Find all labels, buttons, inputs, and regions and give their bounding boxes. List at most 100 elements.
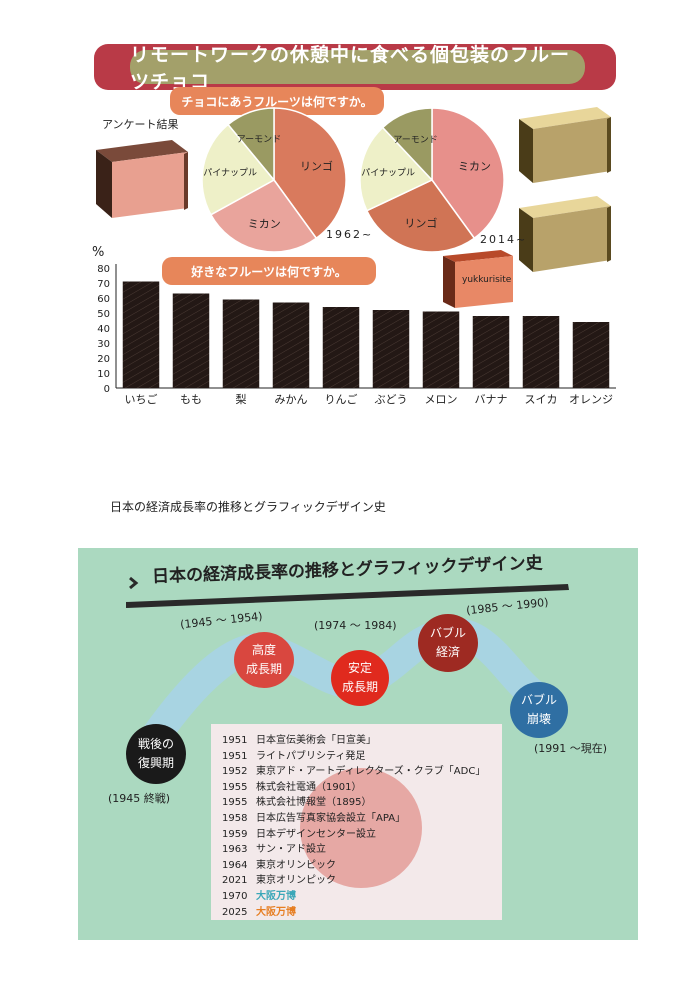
- timeline-row: 1958 日本広告写真家協会設立「APA」: [222, 809, 405, 824]
- timeline-year: 1964: [222, 859, 248, 871]
- era-circle-bubble: バブル 経済: [418, 614, 478, 672]
- x-tick-label: スイカ: [525, 393, 558, 406]
- timeline-row: 1952 東京アド・アートディレクターズ・クラブ「ADC」: [222, 762, 485, 777]
- timeline-year: 1951: [222, 735, 248, 746]
- bar: [322, 307, 360, 388]
- timeline-year: 1952: [222, 766, 248, 778]
- bar: [522, 316, 560, 388]
- bar: [222, 299, 260, 388]
- era-circle-bubble-collapse: バブル 崩壊: [510, 682, 568, 738]
- timeline-row: 1963 サン・アド設立: [222, 840, 326, 855]
- timeline-year: 1963: [222, 844, 248, 856]
- era-period-postwar: (1945 終戦): [108, 792, 171, 805]
- timeline-event: 日本デザインセンター設立: [256, 828, 376, 840]
- bar-chart: % 0 10 20 30 40 50 60 70 80 いちご もも 梨 みかん りんご ぶどう メロン バナナ ス…: [92, 245, 616, 406]
- x-tick-label: もも: [180, 393, 202, 406]
- timeline-row: 1951 日本宣伝美術会「日宣美」: [222, 731, 376, 746]
- pie-1962-slice-label-1: ミカン: [248, 218, 281, 231]
- era-circle-stable-growth: 安定 成長期: [331, 650, 389, 706]
- timeline-row: 2025 大阪万博: [222, 903, 296, 918]
- chocolate-box-pink: [96, 140, 188, 218]
- pie-1962-slice-1: [209, 179, 318, 253]
- timeline-year: 2025: [222, 906, 248, 918]
- bar: [572, 322, 610, 388]
- timeline-row: 1970 大阪万博: [222, 887, 296, 902]
- bar: [472, 316, 510, 388]
- era-circle-high-growth: 高度 成長期: [234, 632, 294, 688]
- timeline-event: 株式会社博報堂（1895）: [256, 797, 372, 809]
- timeline-year: 2021: [222, 875, 248, 887]
- timeline-row: 1959 日本デザインセンター設立: [222, 825, 376, 840]
- pie-2014-slice-label-0: ミカン: [458, 160, 491, 173]
- chocolate-box-olive-1: [519, 107, 611, 183]
- chocolate-box-salmon: [443, 250, 513, 308]
- y-tick-label: 30: [97, 339, 110, 350]
- pie-1962-slice-0: [273, 107, 347, 240]
- timeline-year: 1959: [222, 828, 248, 840]
- pie-1962-slice-label-3: アーモンド: [237, 135, 281, 145]
- timeline-event: 日本宣伝美術会「日宣美」: [256, 735, 376, 746]
- pie-2014-slice-1: [365, 179, 476, 253]
- bar: [172, 293, 210, 388]
- pie-1962-slice-2: [201, 123, 276, 216]
- y-axis-label: %: [92, 245, 104, 260]
- timeline-year: 1958: [222, 813, 248, 824]
- timeline-year: 1955: [222, 781, 248, 793]
- x-tick-label: いちご: [125, 392, 158, 406]
- x-tick-label: 梨: [236, 392, 247, 406]
- x-tick-label: ぶどう: [375, 393, 408, 406]
- title-underline: [126, 584, 569, 608]
- survey-label: アンケート結果: [102, 118, 179, 131]
- timeline-year: 1955: [222, 797, 248, 809]
- timeline-event: 東京オリンピック: [256, 875, 336, 887]
- timeline-event: ライトパブリシティ発足: [256, 750, 366, 762]
- timeline-row: 1955 株式会社博報堂（1895）: [222, 793, 371, 808]
- pie-2014-slice-label-1: リンゴ: [404, 216, 437, 230]
- y-tick-label: 20: [97, 354, 110, 365]
- x-tick-label: みかん: [275, 393, 308, 406]
- watermark-text: yukkurisite: [462, 275, 512, 285]
- pie-1962-caption: 1962~: [326, 228, 374, 241]
- era-circle-postwar: 戦後の 復興期: [126, 724, 186, 784]
- era-period-stable-growth: (1974 〜 1984): [314, 619, 397, 632]
- title-text: リモートワークの休憩中に食べる個包装のフルーツチョコ: [130, 44, 585, 93]
- y-tick-label: 80: [97, 264, 110, 275]
- pie-section-title: チョコにあうフルーツは何ですか。: [170, 87, 384, 115]
- pie-2014-slice-0: [431, 107, 505, 240]
- timeline-row: 1951 ライトパブリシティ発足: [222, 747, 365, 762]
- bar: [372, 310, 410, 388]
- y-tick-label: 10: [97, 369, 110, 380]
- y-tick-label: 70: [97, 279, 110, 290]
- timeline-event: 株式会社電通（1901）: [256, 781, 362, 793]
- chevron-right-icon: [129, 576, 139, 590]
- pie-2014-slice-2: [359, 126, 434, 212]
- timeline-event: 東京オリンピック: [256, 859, 336, 871]
- section2-heading: 日本の経済成長率の推移とグラフィックデザイン史: [110, 500, 386, 514]
- x-tick-label: りんご: [325, 392, 358, 406]
- pie-2014-slice-3: [381, 107, 433, 182]
- timeline-row: 1964 東京オリンピック: [222, 856, 336, 871]
- timeline-event: 東京アド・アートディレクターズ・クラブ「ADC」: [256, 766, 486, 778]
- pie-2014-slice-label-2: パイナップル: [361, 168, 415, 179]
- timeline-event: 大阪万博: [256, 906, 296, 918]
- pie-2014-slice-label-3: アーモンド: [393, 135, 437, 145]
- x-tick-label: バナナ: [475, 393, 508, 406]
- timeline-year: 1951: [222, 750, 248, 762]
- y-tick-label: 50: [97, 309, 110, 320]
- timeline-event: サン・アド設立: [256, 844, 326, 856]
- timeline-highlight-circle: [300, 768, 422, 888]
- bar: [422, 311, 460, 388]
- pie-1962-slice-label-0: リンゴ: [300, 159, 333, 173]
- pie-1962-slice-3: [227, 107, 275, 183]
- bar-section-title: 好きなフルーツは何ですか。: [162, 257, 376, 285]
- era-period-bubble-collapse: (1991 〜現在): [534, 742, 608, 755]
- pie-2014-caption: 2014~: [480, 233, 528, 246]
- x-tick-label: メロン: [425, 393, 458, 406]
- y-tick-label: 0: [104, 384, 110, 395]
- timeline-year: 1970: [222, 891, 248, 902]
- timeline-row: 1955 株式会社電通（1901）: [222, 778, 361, 793]
- timeline-event: 日本広告写真家協会設立「APA」: [256, 813, 406, 824]
- timeline-event: 大阪万博: [256, 891, 296, 902]
